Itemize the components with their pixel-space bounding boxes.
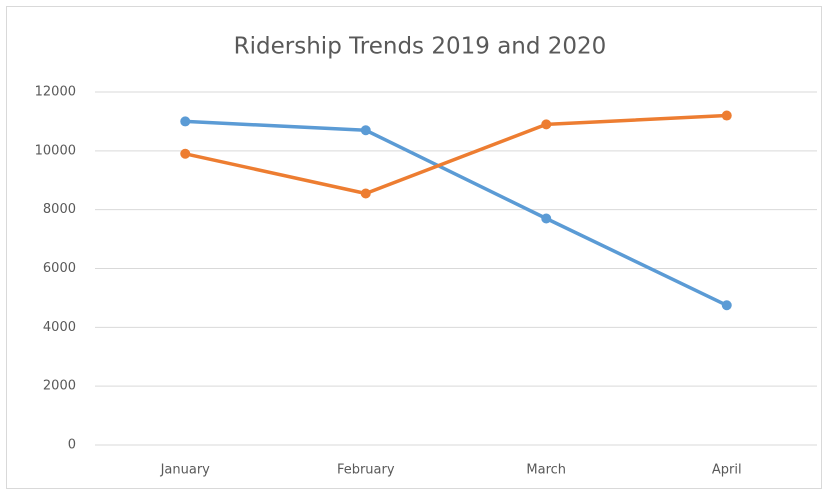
point bbox=[721, 110, 732, 121]
x-tick-label: January bbox=[160, 463, 211, 478]
x-tick-label: February bbox=[337, 463, 395, 478]
y-tick-label: 10000 bbox=[35, 143, 76, 158]
y-tick-label: 6000 bbox=[43, 261, 76, 276]
point bbox=[541, 213, 552, 224]
y-tick-label: 12000 bbox=[35, 85, 76, 100]
y-tick-label: 4000 bbox=[43, 320, 76, 335]
point bbox=[360, 125, 371, 136]
x-tick-label: March bbox=[526, 463, 566, 478]
y-tick-label: 8000 bbox=[43, 202, 76, 217]
point bbox=[721, 300, 732, 311]
y-tick-label: 0 bbox=[68, 438, 76, 453]
chart-border bbox=[6, 6, 822, 489]
point bbox=[180, 116, 191, 127]
series-line bbox=[185, 119, 728, 307]
point bbox=[360, 188, 371, 199]
point bbox=[541, 119, 552, 130]
x-tick-label: April bbox=[712, 463, 742, 478]
chart-title: Ridership Trends 2019 and 2020 bbox=[234, 34, 607, 60]
y-tick-label: 2000 bbox=[43, 379, 76, 394]
series-line bbox=[184, 113, 727, 196]
point bbox=[180, 148, 191, 159]
